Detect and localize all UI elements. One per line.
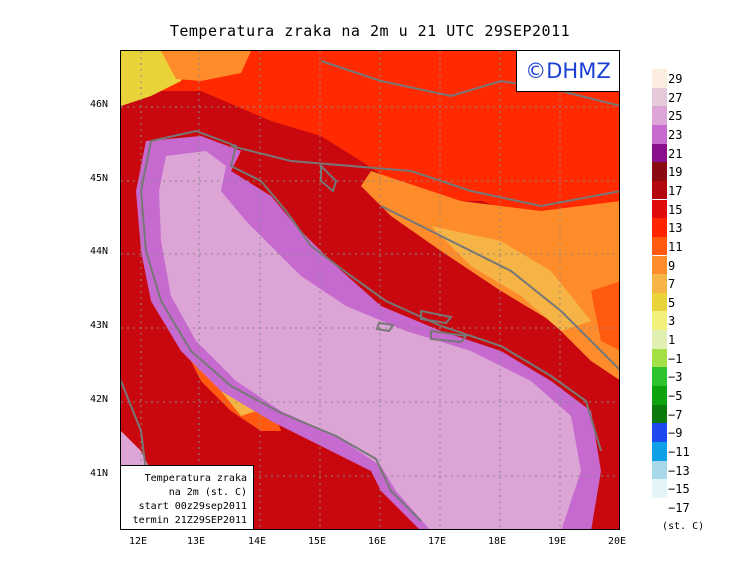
land-alpine-edge <box>161 51 251 81</box>
lon-label: 13E <box>187 536 206 547</box>
island-brac <box>420 309 453 325</box>
lat-label: 45N <box>90 173 109 184</box>
colorbar-swatch <box>652 69 667 88</box>
coastline-east <box>150 129 602 452</box>
colorbar-label: −1 <box>668 351 683 366</box>
colorbar-label: 13 <box>668 221 683 236</box>
colorbar-swatch <box>652 274 667 293</box>
lon-label: 15E <box>308 536 327 547</box>
colorbar-label: 11 <box>668 239 683 254</box>
colorbar-label: 15 <box>668 202 683 217</box>
info-line-unit: na 2m (st. C) <box>168 487 247 498</box>
temperature-map <box>120 50 620 530</box>
colorbar-swatch <box>652 199 667 219</box>
colorbar-swatch <box>652 311 667 331</box>
lon-label: 16E <box>368 536 387 547</box>
colorbar-swatch <box>652 404 667 424</box>
colorbar-label: −13 <box>668 463 690 478</box>
lon-label: 17E <box>428 536 447 547</box>
lon-label: 20E <box>608 536 627 547</box>
border-bosnia <box>380 205 619 371</box>
colorbar-swatch <box>652 479 667 498</box>
land-east-zone <box>591 281 619 350</box>
lat-label: 41N <box>90 468 109 479</box>
lat-label: 42N <box>90 394 109 405</box>
colorbar-swatch <box>652 330 667 349</box>
map-canvas <box>121 51 619 529</box>
colorbar-label: −7 <box>668 407 683 422</box>
island-hvar <box>430 329 468 344</box>
colorbar-swatch <box>652 255 667 275</box>
colorbar-label: 27 <box>668 90 683 105</box>
colorbar-label: 19 <box>668 165 683 180</box>
graticule <box>121 51 619 529</box>
land-north-zone <box>121 51 619 221</box>
border-north <box>230 145 619 208</box>
land-dinaric-core <box>431 226 591 331</box>
island-krk <box>320 163 338 193</box>
colorbar-swatch <box>652 218 667 237</box>
colorbar-label: 29 <box>668 72 683 86</box>
colorbar-swatch <box>652 87 667 107</box>
lat-label: 43N <box>90 320 109 331</box>
colorbar-swatch <box>652 423 667 442</box>
lat-label: 46N <box>90 99 109 110</box>
colorbar-label: 25 <box>668 109 683 124</box>
colorbar-swatch <box>652 162 667 181</box>
colorbar-swatch <box>652 497 667 517</box>
sea-interior <box>159 151 581 529</box>
border-austria <box>320 60 619 107</box>
map-title: Temperatura zraka na 2m u 21 UTC 29SEP20… <box>169 22 571 40</box>
colorbar-swatch <box>652 180 667 200</box>
colorbar-swatch <box>652 143 667 163</box>
colorbar-unit: (st. C) <box>662 521 705 532</box>
colorbar-label: 21 <box>668 146 683 161</box>
lat-label: 44N <box>90 246 109 257</box>
colorbar-swatch <box>652 386 667 405</box>
lon-label: 19E <box>548 536 567 547</box>
colorbar-label: −3 <box>668 370 683 385</box>
lon-label: 14E <box>248 536 267 547</box>
colorbar-swatch <box>652 292 667 312</box>
colorbar-swatch <box>652 460 667 480</box>
coastline-west <box>139 140 422 522</box>
info-line-valid: termin 21Z29SEP2011 <box>132 515 247 526</box>
colorbar-label: −9 <box>668 426 683 441</box>
colorbar-swatch <box>652 367 667 386</box>
lon-label: 18E <box>488 536 507 547</box>
dhmz-logo: ©DHMZ <box>516 50 620 92</box>
colorbar-label: −11 <box>668 445 690 459</box>
lon-label: 12E <box>129 536 148 547</box>
island-vis <box>375 321 395 333</box>
colorbar-label: 23 <box>668 127 683 142</box>
colorbar-label: 1 <box>668 333 676 348</box>
colorbar-label: 9 <box>668 258 676 273</box>
colorbar-swatch <box>652 236 667 256</box>
colorbar-swatch <box>652 442 667 461</box>
colorbar-label: −17 <box>668 500 690 515</box>
colorbar-label: 5 <box>668 295 676 310</box>
colorbar-label: −5 <box>668 389 683 404</box>
info-line-start: start 00z29sep2011 <box>138 501 247 512</box>
colorbar-swatch <box>652 124 667 144</box>
info-line-variable: Temperatura zraka <box>144 473 247 484</box>
colorbar-label: −15 <box>668 482 690 497</box>
colorbar-label: 7 <box>668 277 676 292</box>
colorbar-label: 3 <box>668 314 676 329</box>
colorbar-swatch <box>652 348 667 368</box>
colorbar-label: 17 <box>668 183 683 198</box>
colorbar-swatch <box>652 106 667 125</box>
run-info-box: Temperatura zraka na 2m (st. C) start 00… <box>120 465 254 530</box>
